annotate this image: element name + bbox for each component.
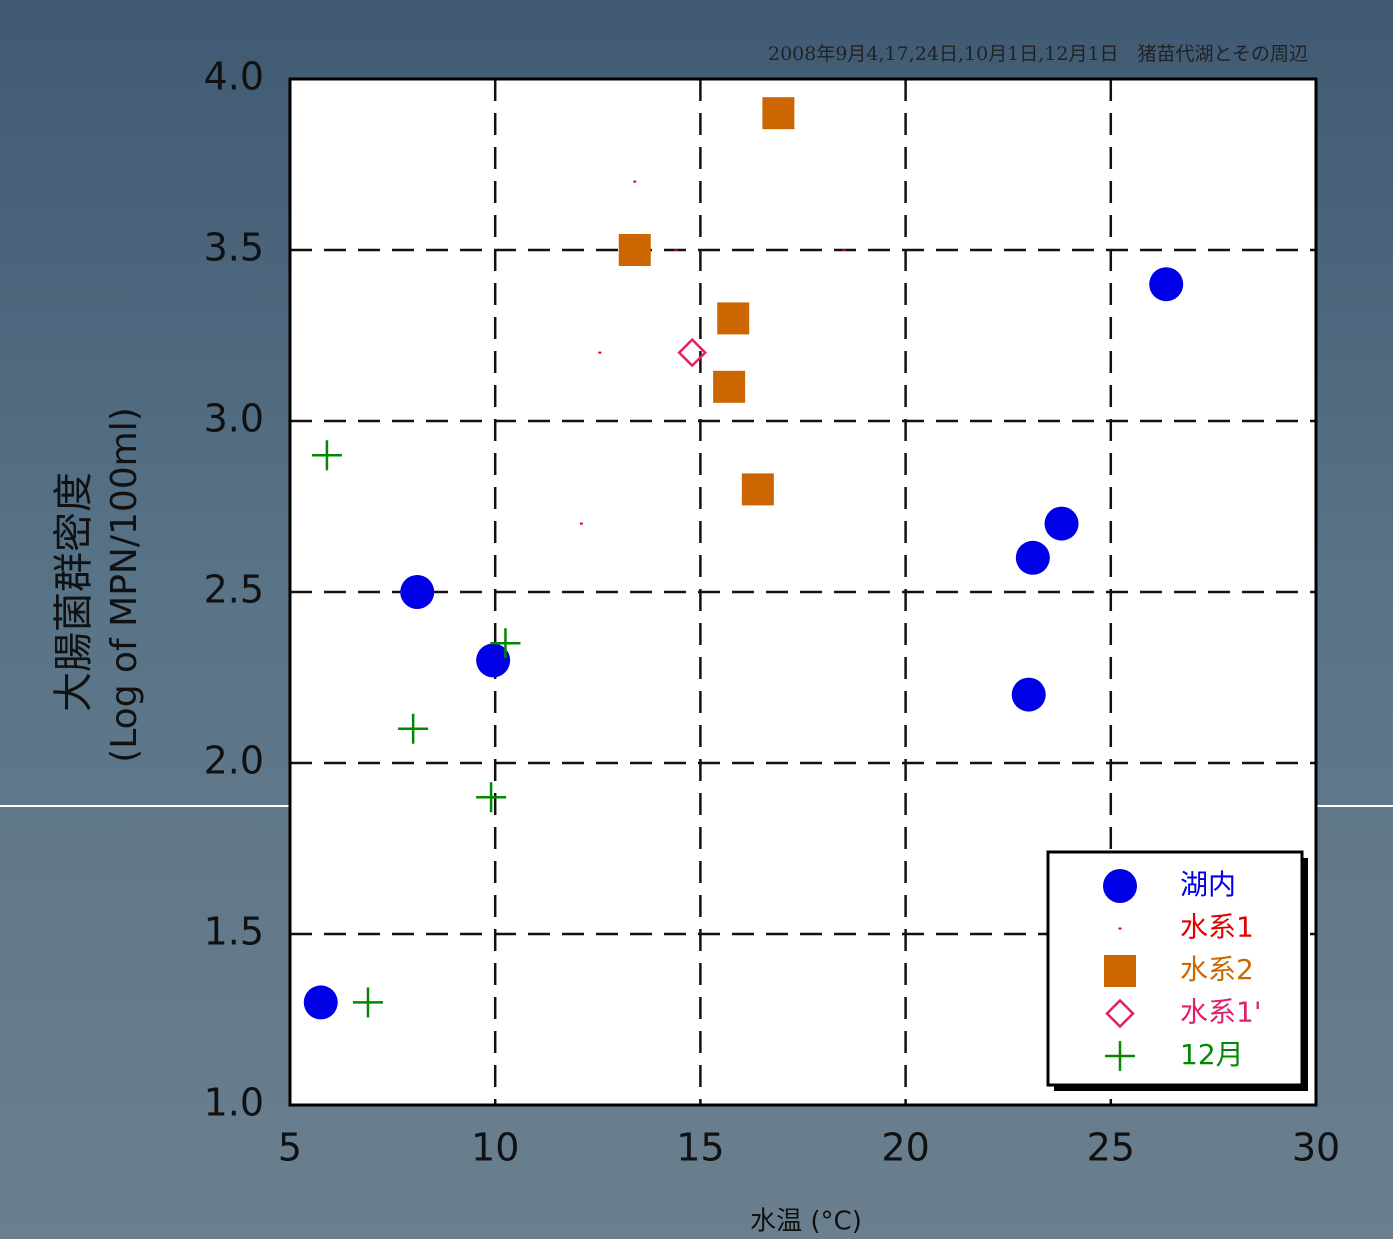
point [490, 628, 521, 659]
point [476, 643, 511, 678]
x-tick-label: 20 [881, 1126, 929, 1170]
point [677, 337, 707, 368]
y-tick-label: 1.5 [204, 910, 264, 954]
point [311, 440, 342, 471]
point [400, 575, 435, 609]
point [352, 987, 383, 1018]
x-tick-label: 25 [1087, 1126, 1135, 1170]
y-tick-label: 3.5 [204, 226, 264, 270]
point [579, 522, 583, 525]
point [1044, 506, 1079, 541]
y-axis-label: (Log of MPN/100ml) [104, 407, 145, 763]
point [476, 782, 507, 813]
point [674, 249, 678, 251]
point [303, 985, 338, 1020]
point [633, 180, 637, 183]
x-tick-label: 15 [676, 1126, 724, 1170]
legend [1046, 850, 1304, 1087]
point [842, 249, 846, 251]
point [1149, 267, 1184, 302]
point [1011, 677, 1046, 712]
x-axis-label: 水温 (°C) [750, 1207, 862, 1237]
legend-marker [1105, 998, 1135, 1029]
x-tick-label: 10 [471, 1126, 519, 1170]
point [713, 370, 746, 403]
point [762, 97, 795, 130]
plot-frame [288, 77, 1318, 1107]
legend-marker [1118, 927, 1122, 930]
point [398, 713, 429, 744]
legend-label: 12月 [1180, 1038, 1244, 1071]
point [618, 234, 651, 266]
chart-title: 2008年9月4,17,24日,10月1日,12月1日 猪苗代湖とその周辺 [768, 43, 1308, 65]
y-tick-label: 4.0 [204, 55, 264, 99]
legend-label: 水系2 [1180, 953, 1254, 986]
y-tick-label: 2.0 [204, 739, 264, 783]
point [1015, 540, 1050, 575]
legend-label: 水系1' [1180, 996, 1262, 1029]
point [598, 351, 602, 354]
x-tick-label: 30 [1292, 1126, 1340, 1170]
y-tick-label: 2.5 [204, 568, 264, 612]
legend-marker [1103, 869, 1137, 903]
point [741, 473, 774, 506]
x-tick-label: 5 [278, 1126, 302, 1170]
point [717, 302, 750, 335]
legend-label: 湖内 [1180, 868, 1236, 901]
y-tick-label: 3.0 [204, 397, 264, 441]
legend-marker [1104, 955, 1136, 987]
legend-label: 水系1 [1180, 911, 1254, 944]
y-tick-label: 1.0 [204, 1081, 264, 1125]
legend-marker [1105, 1041, 1135, 1071]
y-axis-label: 大腸菌群密度 [51, 472, 97, 712]
